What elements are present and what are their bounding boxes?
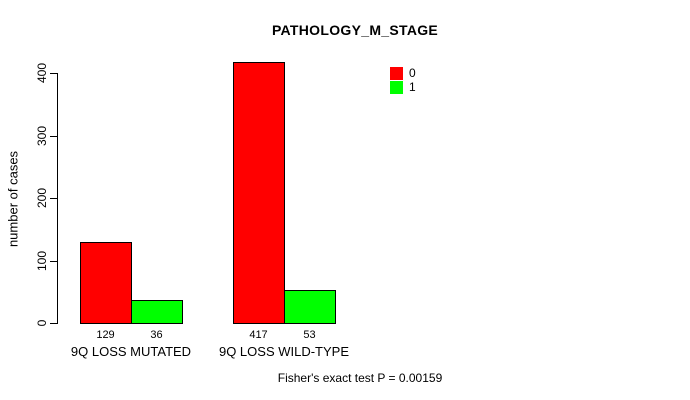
chart-title: PATHOLOGY_M_STAGE (271, 22, 439, 38)
x-axis-category-label: 9Q LOSS WILD-TYPE (218, 344, 350, 359)
legend-swatch-0 (390, 67, 403, 80)
y-axis-label: number of cases (5, 150, 21, 248)
y-tick-mark (50, 73, 57, 74)
y-tick-mark (50, 323, 57, 324)
bar-0-9q-loss-mutated (80, 242, 132, 324)
legend-row: 1 (390, 81, 416, 94)
y-tick-label: 0 (35, 319, 49, 327)
y-tick-mark (50, 136, 57, 137)
y-tick-label: 200 (35, 187, 49, 209)
bar-value-label: 417 (249, 329, 268, 341)
footnote: Fisher's exact test P = 0.00159 (277, 371, 443, 385)
bar-1-9q-loss-wild-type (284, 290, 336, 324)
bar-value-label: 129 (96, 329, 115, 341)
legend-label: 0 (409, 66, 416, 80)
bar-value-label: 36 (150, 329, 163, 341)
y-tick-mark (50, 261, 57, 262)
y-tick-label: 400 (35, 62, 49, 84)
x-axis-category-label: 9Q LOSS MUTATED (70, 344, 192, 359)
bar-1-9q-loss-mutated (131, 300, 183, 324)
bar-value-label: 53 (303, 329, 316, 341)
legend-label: 1 (409, 80, 416, 94)
y-tick-mark (50, 198, 57, 199)
legend-swatch-1 (390, 81, 403, 94)
bar-0-9q-loss-wild-type (233, 62, 285, 324)
y-axis-line (57, 73, 58, 324)
y-tick-label: 100 (35, 250, 49, 271)
y-tick-label: 300 (35, 125, 49, 146)
legend-row: 0 (390, 67, 416, 80)
